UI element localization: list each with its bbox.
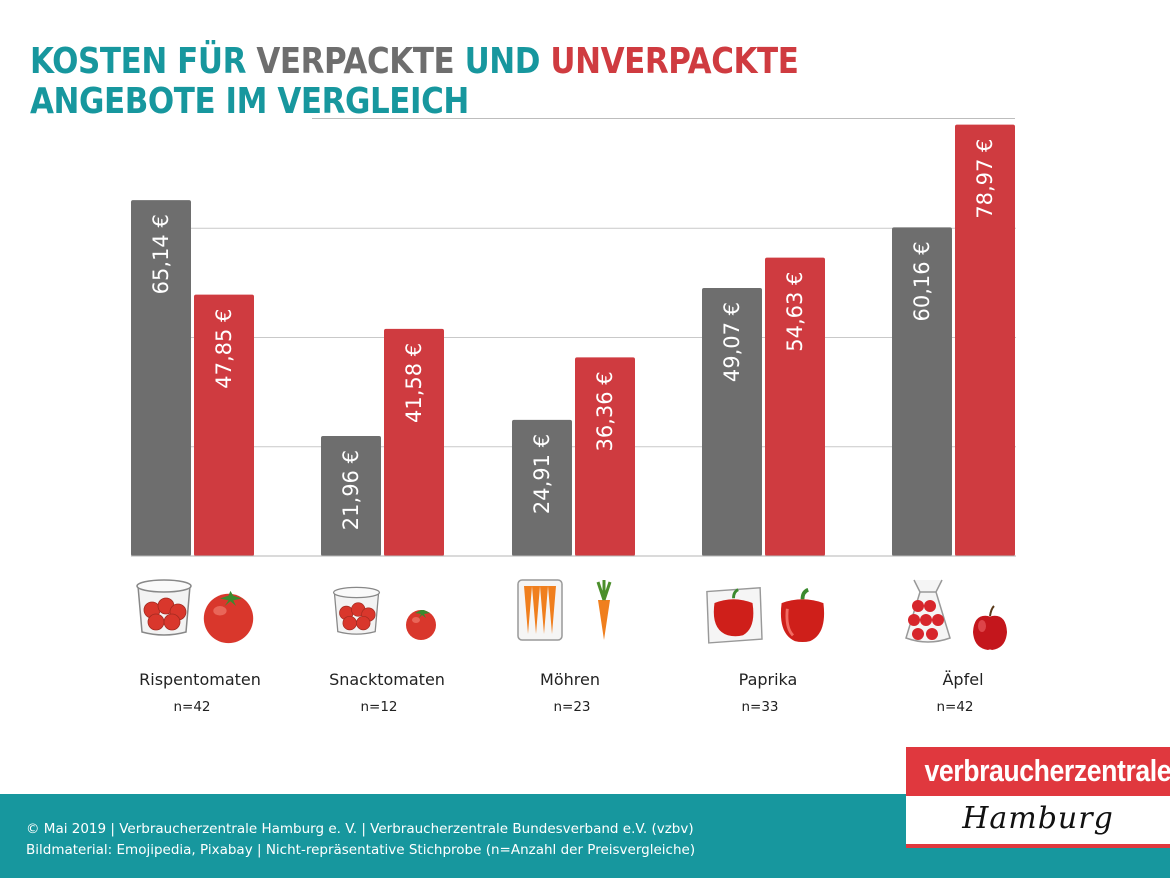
bar-unverpackt-3 bbox=[765, 257, 825, 556]
category-label: Snacktomaten bbox=[329, 670, 445, 689]
cherry-tomato-container-icon bbox=[332, 586, 381, 635]
tomato-container-icon bbox=[136, 579, 192, 636]
sample-size-label: n=12 bbox=[360, 699, 398, 715]
bar-unverpackt-4 bbox=[955, 124, 1015, 556]
bar-verpackt-1 bbox=[321, 436, 381, 556]
category-label: Paprika bbox=[738, 670, 798, 689]
sample-size-label: n=23 bbox=[553, 699, 591, 715]
bar-value-label: 24,91 € bbox=[530, 434, 554, 514]
category-label: Äpfel bbox=[942, 670, 984, 689]
title-divider bbox=[312, 118, 1015, 119]
title-line-2: ANGEBOTE IM VERGLEICH bbox=[30, 81, 469, 122]
logo-name: verbraucherzentrale bbox=[924, 753, 1170, 788]
footer-copyright: © Mai 2019 | Verbraucherzentrale Hamburg… bbox=[26, 821, 694, 837]
bar-value-label: 60,16 € bbox=[910, 241, 934, 321]
bar-value-label: 78,97 € bbox=[973, 139, 997, 219]
title-part-3: UND bbox=[454, 41, 551, 82]
bar-value-label: 41,58 € bbox=[402, 343, 426, 423]
bar-unverpackt-1 bbox=[384, 328, 444, 556]
footer-source: Bildmaterial: Emojipedia, Pixabay | Nich… bbox=[26, 842, 696, 858]
bar-verpackt-0 bbox=[131, 200, 191, 557]
bar-value-label: 49,07 € bbox=[720, 302, 744, 382]
title-part-1: KOSTEN FÜR bbox=[30, 41, 257, 82]
bar-verpackt-4 bbox=[892, 227, 952, 556]
bar-value-label: 54,63 € bbox=[783, 272, 807, 352]
bar-value-label: 65,14 € bbox=[149, 214, 173, 294]
category-label: Möhren bbox=[540, 670, 600, 689]
wrapped-pepper-icon bbox=[706, 587, 763, 644]
bar-value-label: 21,96 € bbox=[339, 450, 363, 530]
bar-verpackt-3 bbox=[702, 287, 762, 556]
apple-icon bbox=[973, 605, 1007, 650]
chart-title: KOSTEN FÜR VERPACKTE UND UNVERPACKTE ANG… bbox=[30, 41, 799, 122]
bar-unverpackt-2 bbox=[575, 357, 635, 556]
title-part-4: UNVERPACKTE bbox=[550, 41, 799, 82]
title-part-2: VERPACKTE bbox=[256, 41, 455, 82]
carrot-icon bbox=[596, 580, 612, 640]
bar-verpackt-2 bbox=[512, 419, 572, 556]
tomato-icon bbox=[203, 590, 254, 644]
sample-size-label: n=42 bbox=[173, 699, 211, 715]
sample-size-label: n=33 bbox=[741, 699, 779, 715]
logo-city: Hamburg bbox=[962, 801, 1114, 836]
red-pepper-icon bbox=[780, 587, 825, 643]
bar-value-label: 47,85 € bbox=[212, 309, 236, 389]
logo-red-band: verbraucherzentrale bbox=[906, 747, 1170, 796]
bar-unverpackt-0 bbox=[194, 294, 254, 556]
bagged-apples-icon bbox=[905, 579, 951, 643]
bar-value-label: 36,36 € bbox=[593, 371, 617, 451]
cherry-tomato-icon bbox=[406, 610, 436, 640]
verbraucherzentrale-logo: verbraucherzentrale Hamburg bbox=[906, 747, 1170, 848]
category-label: Rispentomaten bbox=[139, 670, 261, 689]
sample-size-label: n=42 bbox=[936, 699, 974, 715]
bagged-carrots-icon bbox=[517, 579, 563, 641]
